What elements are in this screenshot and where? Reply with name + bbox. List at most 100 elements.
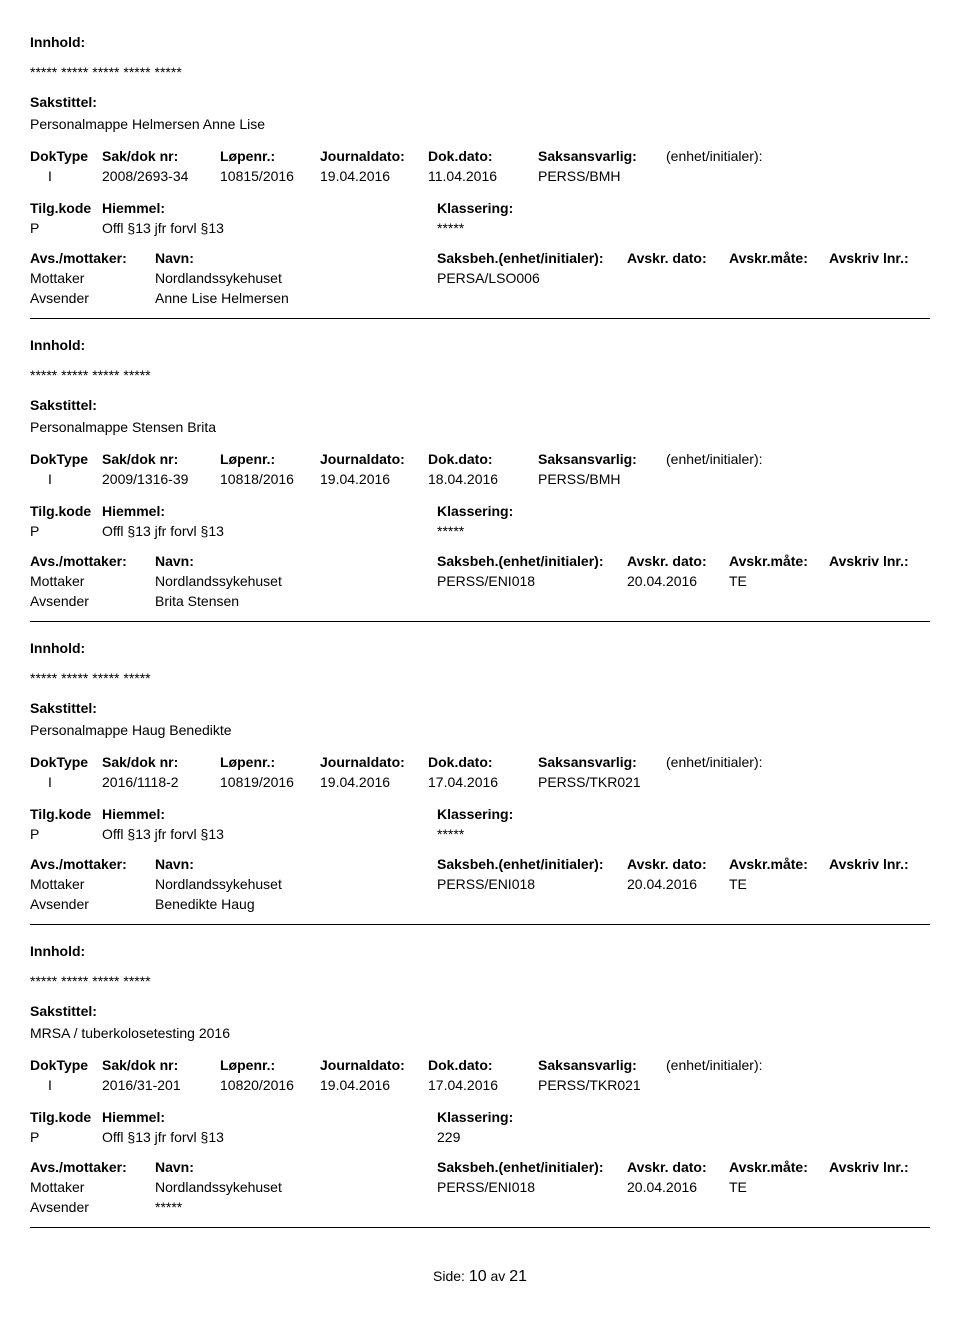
doktype-value: I <box>30 774 102 790</box>
doc-values: I 2008/2693-34 10815/2016 19.04.2016 11.… <box>30 168 930 184</box>
doc-values: I 2009/1316-39 10818/2016 19.04.2016 18.… <box>30 471 930 487</box>
sakstittel-value: Personalmappe Stensen Brita <box>30 419 930 435</box>
party-avskr-lnr <box>829 1179 930 1195</box>
party-name: Brita Stensen <box>155 593 437 609</box>
party-saksbeh <box>437 290 627 306</box>
avskrivlnr-label: Avskriv lnr.: <box>829 856 930 872</box>
enhet-label: (enhet/initialer): <box>666 148 930 164</box>
party-role: Mottaker <box>30 1179 155 1195</box>
lopenr-value: 10818/2016 <box>220 471 320 487</box>
navn-label: Navn: <box>155 250 437 266</box>
doktype-value: I <box>30 1077 102 1093</box>
party-avskr-mate <box>729 270 829 286</box>
page-current: 10 <box>469 1268 487 1285</box>
enhet-value <box>666 168 930 184</box>
enhet-label: (enhet/initialer): <box>666 754 930 770</box>
sakstittel-value: Personalmappe Haug Benedikte <box>30 722 930 738</box>
party-avskr-lnr <box>829 290 930 306</box>
party-role: Mottaker <box>30 876 155 892</box>
enhet-value <box>666 1077 930 1093</box>
innhold-value: ***** ***** ***** ***** <box>30 670 930 686</box>
party-role: Avsender <box>30 290 155 306</box>
avsmottaker-label: Avs./mottaker: <box>30 1159 155 1175</box>
journaldato-value: 19.04.2016 <box>320 168 428 184</box>
party-name: Nordlandssykehuset <box>155 1179 437 1195</box>
innhold-label: Innhold: <box>30 34 930 50</box>
klassering-label: Klassering: <box>437 1109 930 1125</box>
avskrdato-label: Avskr. dato: <box>627 553 729 569</box>
enhet-value <box>666 774 930 790</box>
sakdok-label: Sak/dok nr: <box>102 451 220 467</box>
navn-label: Navn: <box>155 856 437 872</box>
party-saksbeh: PERSA/LSO006 <box>437 270 627 286</box>
doc-headers: DokType Sak/dok nr: Løpenr.: Journaldato… <box>30 451 930 467</box>
doc-headers: DokType Sak/dok nr: Løpenr.: Journaldato… <box>30 148 930 164</box>
tilgkode-label: Tilg.kode <box>30 200 102 216</box>
party-avskr-dato: 20.04.2016 <box>627 573 729 589</box>
dokdato-value: 17.04.2016 <box>428 1077 538 1093</box>
tilg-headers: Tilg.kode Hiemmel: Klassering: <box>30 200 930 216</box>
avskrdato-label: Avskr. dato: <box>627 250 729 266</box>
lopenr-label: Løpenr.: <box>220 451 320 467</box>
journaldato-value: 19.04.2016 <box>320 1077 428 1093</box>
avskrdato-label: Avskr. dato: <box>627 856 729 872</box>
journaldato-value: 19.04.2016 <box>320 774 428 790</box>
innhold-label: Innhold: <box>30 943 930 959</box>
journaldato-label: Journaldato: <box>320 451 428 467</box>
journal-entry: Innhold: ***** ***** ***** ***** ***** S… <box>30 34 930 319</box>
klassering-value: ***** <box>437 523 930 539</box>
tilgkode-value: P <box>30 220 102 236</box>
party-headers: Avs./mottaker: Navn: Saksbeh.(enhet/init… <box>30 856 930 872</box>
party-name: Benedikte Haug <box>155 896 437 912</box>
dokdato-value: 17.04.2016 <box>428 774 538 790</box>
saksansvarlig-label: Saksansvarlig: <box>538 754 666 770</box>
party-saksbeh: PERSS/ENI018 <box>437 876 627 892</box>
tilgkode-value: P <box>30 826 102 842</box>
party-headers: Avs./mottaker: Navn: Saksbeh.(enhet/init… <box>30 553 930 569</box>
lopenr-value: 10819/2016 <box>220 774 320 790</box>
sakstittel-label: Sakstittel: <box>30 94 930 110</box>
journal-entry: Innhold: ***** ***** ***** ***** Sakstit… <box>30 943 930 1228</box>
party-name: Anne Lise Helmersen <box>155 290 437 306</box>
party-saksbeh: PERSS/ENI018 <box>437 1179 627 1195</box>
hjemmel-value: Offl §13 jfr forvl §13 <box>102 826 437 842</box>
party-saksbeh <box>437 896 627 912</box>
party-row: Mottaker Nordlandssykehuset PERSS/ENI018… <box>30 876 930 892</box>
avskrivlnr-label: Avskriv lnr.: <box>829 1159 930 1175</box>
party-avskr-mate: TE <box>729 573 829 589</box>
saksansvarlig-label: Saksansvarlig: <box>538 1057 666 1073</box>
enhet-value <box>666 471 930 487</box>
party-row: Avsender Brita Stensen <box>30 593 930 609</box>
tilgkode-value: P <box>30 1129 102 1145</box>
dokdato-label: Dok.dato: <box>428 754 538 770</box>
klassering-label: Klassering: <box>437 503 930 519</box>
party-avskr-lnr <box>829 896 930 912</box>
party-headers: Avs./mottaker: Navn: Saksbeh.(enhet/init… <box>30 1159 930 1175</box>
saksansvarlig-value: PERSS/TKR021 <box>538 774 666 790</box>
journaldato-label: Journaldato: <box>320 754 428 770</box>
sakdok-label: Sak/dok nr: <box>102 1057 220 1073</box>
entries-container: Innhold: ***** ***** ***** ***** ***** S… <box>30 34 930 1228</box>
party-avskr-dato <box>627 896 729 912</box>
journal-entry: Innhold: ***** ***** ***** ***** Sakstit… <box>30 640 930 925</box>
sakdok-value: 2016/31-201 <box>102 1077 220 1093</box>
hjemmel-label: Hiemmel: <box>102 200 437 216</box>
tilgkode-label: Tilg.kode <box>30 806 102 822</box>
hjemmel-value: Offl §13 jfr forvl §13 <box>102 220 437 236</box>
dokdato-label: Dok.dato: <box>428 1057 538 1073</box>
klassering-label: Klassering: <box>437 806 930 822</box>
klassering-value: ***** <box>437 826 930 842</box>
party-row: Avsender Anne Lise Helmersen <box>30 290 930 306</box>
doktype-value: I <box>30 168 102 184</box>
party-avskr-lnr <box>829 270 930 286</box>
tilg-values: P Offl §13 jfr forvl §13 ***** <box>30 826 930 842</box>
avskrmate-label: Avskr.måte: <box>729 553 829 569</box>
navn-label: Navn: <box>155 553 437 569</box>
party-avskr-lnr <box>829 573 930 589</box>
innhold-value: ***** ***** ***** ***** <box>30 973 930 989</box>
klassering-label: Klassering: <box>437 200 930 216</box>
dokdato-value: 11.04.2016 <box>428 168 538 184</box>
party-role: Avsender <box>30 896 155 912</box>
dokdato-value: 18.04.2016 <box>428 471 538 487</box>
party-saksbeh: PERSS/ENI018 <box>437 573 627 589</box>
